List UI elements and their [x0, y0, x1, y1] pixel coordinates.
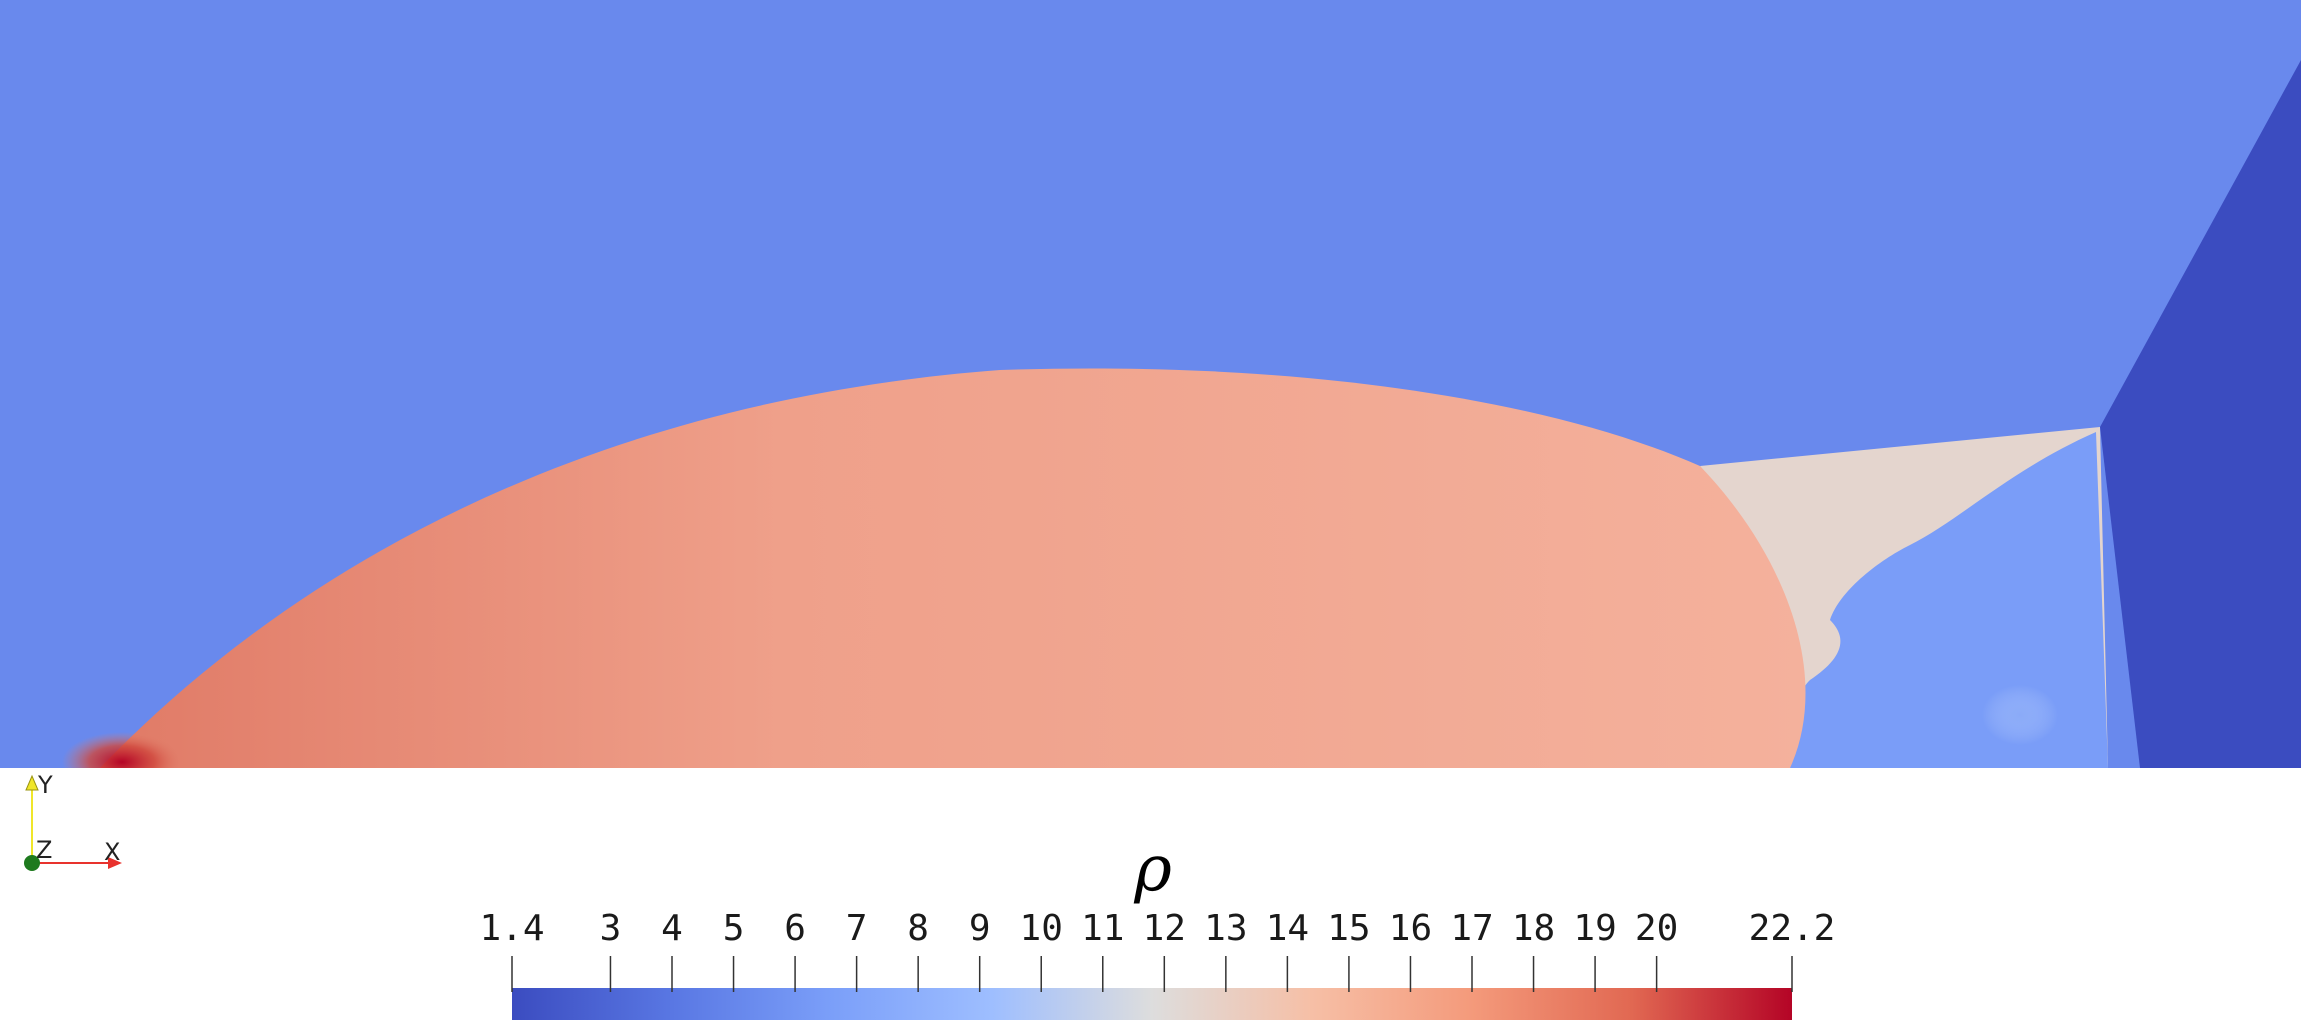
colorbar-tick-label: 20 — [1635, 908, 1678, 949]
orientation-axes: Y Z X — [24, 771, 122, 871]
z-axis-dot — [24, 855, 40, 871]
region-stagnation-peak — [62, 732, 182, 768]
x-axis-label: X — [104, 838, 120, 866]
colorbar-ticks: 1.4 3 4 5 6 7 8 9 10 11 12 13 14 15 16 17 18 19 20 22.2 — [479, 908, 1835, 992]
y-axis-label: Y — [37, 771, 53, 799]
colorbar-tick-label: 7 — [846, 908, 868, 949]
colorbar-tick-label: 4 — [661, 908, 683, 949]
colorbar: ρ 1.4 3 4 5 6 7 8 9 10 11 12 13 14 15 16 17 18 19 20 22.2 — [479, 832, 1835, 1020]
colorbar-tick-label: 14 — [1266, 908, 1309, 949]
colorbar-tick-label: 13 — [1204, 908, 1247, 949]
x-axis-arrow — [108, 857, 122, 869]
colorbar-tick-label: 22.2 — [1749, 908, 1836, 949]
colorbar-title: ρ — [1133, 832, 1172, 906]
colorbar-tick-label: 5 — [723, 908, 745, 949]
colorbar-tick-label: 6 — [784, 908, 806, 949]
region-bow-shock-interior — [100, 368, 1806, 768]
colorbar-tick-label: 15 — [1327, 908, 1370, 949]
colorbar-tick-label: 17 — [1450, 908, 1493, 949]
region-inflow-slab — [2100, 60, 2301, 768]
colorbar-tick-label: 3 — [600, 908, 622, 949]
colorbar-tick-label: 1.4 — [479, 908, 544, 949]
density-field-plot — [0, 0, 2301, 768]
colorbar-tick-label: 9 — [969, 908, 991, 949]
colorbar-tick-label: 16 — [1389, 908, 1432, 949]
z-axis-label: Z — [36, 836, 52, 864]
colorbar-tick-label: 10 — [1020, 908, 1063, 949]
colorbar-tick-label: 12 — [1143, 908, 1186, 949]
colorbar-tick-label: 19 — [1573, 908, 1616, 949]
colorbar-tick-label: 18 — [1512, 908, 1555, 949]
colorbar-tick-label: 8 — [907, 908, 929, 949]
y-axis-arrow — [25, 774, 39, 791]
region-vortex-wake — [1790, 432, 2108, 768]
region-vortex-core — [1982, 685, 2058, 745]
colorbar-tick-label: 11 — [1081, 908, 1124, 949]
colorbar-gradient — [512, 988, 1792, 1020]
